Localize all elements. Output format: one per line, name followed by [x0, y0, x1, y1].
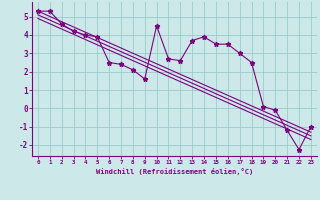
X-axis label: Windchill (Refroidissement éolien,°C): Windchill (Refroidissement éolien,°C)	[96, 168, 253, 175]
